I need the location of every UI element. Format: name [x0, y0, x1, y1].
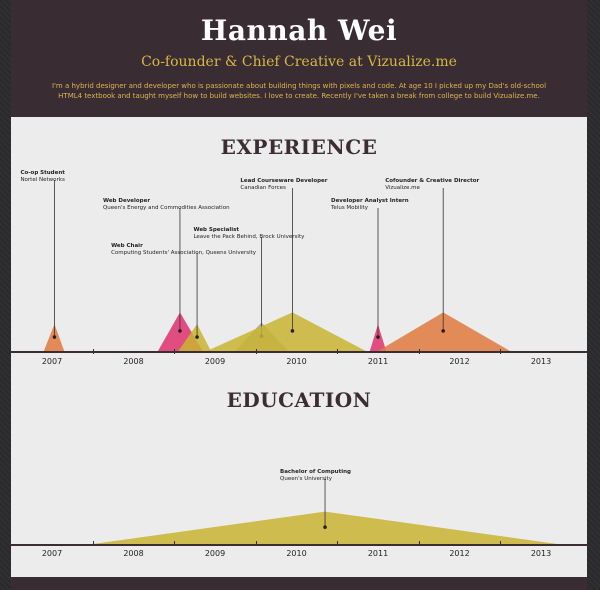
experience-triangle[interactable]	[178, 324, 211, 351]
experience-entry-label: Web Developer Queen's Energy and Commodit…	[103, 198, 230, 212]
experience-entry-label: Cofounder & Creative Director Vizualize.m…	[385, 178, 479, 192]
experience-entry-org: Queen's Energy and Commodities Associati…	[102, 205, 230, 211]
experience-entry-title: Developer Analyst Intern	[331, 198, 409, 204]
experience-entry-org: Telus Mobility	[331, 205, 369, 211]
education-year-label: 2010	[286, 549, 307, 558]
experience-entry-org: Canadian Forces	[240, 185, 286, 191]
experience-entry-title: Web Chair	[111, 243, 143, 249]
education-year-label: 2009	[204, 549, 226, 558]
profile-name: Hannah Wei	[200, 14, 398, 47]
experience-marker-dot	[178, 329, 182, 333]
experience-year-label: 2011	[367, 357, 389, 366]
education-entry-org: Queen's University	[280, 476, 332, 482]
education-year-label: 2008	[123, 549, 144, 558]
experience-year-label: 2010	[286, 357, 307, 366]
experience-entry-label: Co-op Student Nortel Networks	[20, 170, 64, 184]
experience-axis	[11, 351, 587, 353]
experience-entry-title: Lead Courseware Developer	[240, 178, 328, 184]
experience-year-label: 2009	[204, 357, 226, 366]
experience-year-label: 2013	[530, 357, 552, 366]
experience-entry-label: Web Specialist Leave the Pack Behind, Bro…	[193, 227, 304, 241]
experience-year-label: 2007	[41, 357, 63, 366]
education-marker-dot	[323, 525, 327, 529]
education-timeline	[92, 479, 558, 544]
experience-axis-tick	[174, 349, 176, 354]
experience-axis-tick	[92, 349, 94, 354]
experience-entry-label: Lead Courseware Developer Canadian Forces	[240, 178, 327, 192]
timeline-content: EXPERIENCE Co-op Student Nortel Networks W…	[11, 117, 587, 577]
education-year-label: 2007	[41, 549, 63, 558]
profile-tagline: Co-founder & Chief Creative at Vizualize…	[141, 54, 457, 70]
education-axis-tick	[337, 541, 339, 546]
experience-entry-title: Cofounder & Creative Director	[385, 178, 480, 184]
experience-marker-dot	[52, 335, 57, 339]
experience-entry-label: Developer Analyst Intern Telus Mobility	[331, 198, 409, 212]
education-year-label: 2012	[449, 549, 470, 558]
experience-marker-dot	[195, 335, 199, 339]
experience-title: EXPERIENCE	[220, 135, 378, 159]
profile-header: Hannah Wei Co-founder & Chief Creative a…	[11, 0, 587, 117]
education-axis-tick	[174, 541, 176, 546]
experience-entry-org: Leave the Pack Behind, Brock University	[193, 234, 305, 240]
experience-entry-title: Web Developer	[102, 198, 151, 204]
experience-axis-tick	[500, 349, 502, 354]
education-axis-tick	[255, 541, 257, 546]
experience-entry-title: Web Specialist	[193, 227, 240, 233]
resume-sheet: Hannah Wei Co-founder & Chief Creative a…	[11, 0, 587, 590]
education-axis-tick	[418, 541, 420, 546]
experience-entry-org: Nortel Networks	[20, 177, 65, 183]
education-entry-label: Bachelor of Computing Queen's University	[280, 469, 351, 483]
profile-bio: I'm a hybrid designer and developer who …	[51, 82, 547, 100]
experience-entry-org: Computing Students' Association, Queens …	[111, 250, 257, 256]
experience-marker-dot	[290, 329, 295, 333]
education-year-label: 2011	[367, 549, 389, 558]
experience-axis-tick	[337, 349, 339, 354]
experience-entry-label: Web Chair Computing Students' Association…	[111, 243, 256, 257]
experience-marker-dot	[376, 335, 380, 339]
education-entry-title: Bachelor of Computing	[280, 469, 351, 475]
experience-entry-title: Co-op Student	[20, 170, 65, 176]
education-axis-tick	[92, 541, 94, 546]
page-footer	[11, 577, 587, 590]
experience-axis-tick	[418, 349, 420, 354]
experience-axis-tick	[255, 349, 257, 354]
education-axis-tick	[500, 541, 502, 546]
experience-year-label: 2008	[123, 357, 144, 366]
experience-timeline	[43, 180, 511, 351]
education-year-label: 2013	[530, 549, 552, 558]
experience-triangle[interactable]	[206, 312, 366, 351]
education-axis	[11, 544, 587, 546]
experience-entry-org: Vizualize.me	[385, 185, 420, 191]
education-title: EDUCATION	[226, 388, 372, 412]
experience-marker-dot	[441, 329, 446, 333]
experience-year-label: 2012	[449, 357, 470, 366]
